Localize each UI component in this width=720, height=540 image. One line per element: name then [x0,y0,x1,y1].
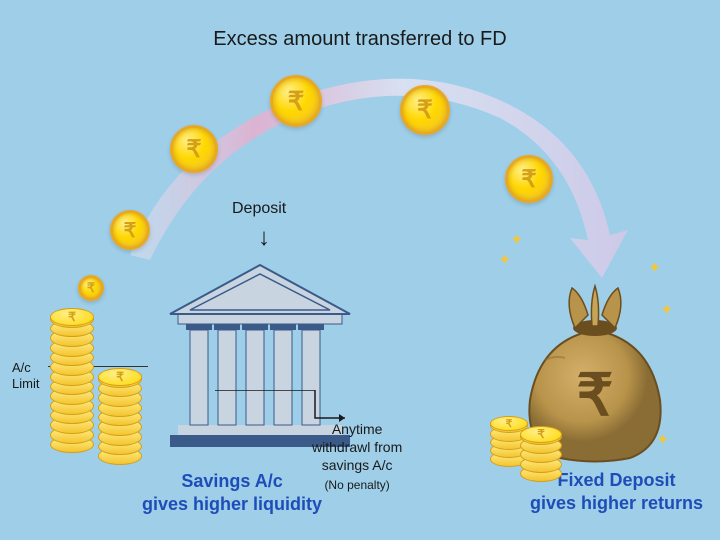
withdraw-label: Anytime withdrawl from savings A/c (No p… [312,420,402,493]
deposit-label: Deposit [232,200,286,218]
title: Excess amount transferred to FD [213,28,506,51]
svg-text:₹: ₹ [577,363,614,428]
deposit-arrow-icon: ↓ [258,224,270,252]
savings-caption: Savings A/c gives higher liquidity [142,470,322,517]
ac-limit-label: A/c Limit [12,360,39,391]
